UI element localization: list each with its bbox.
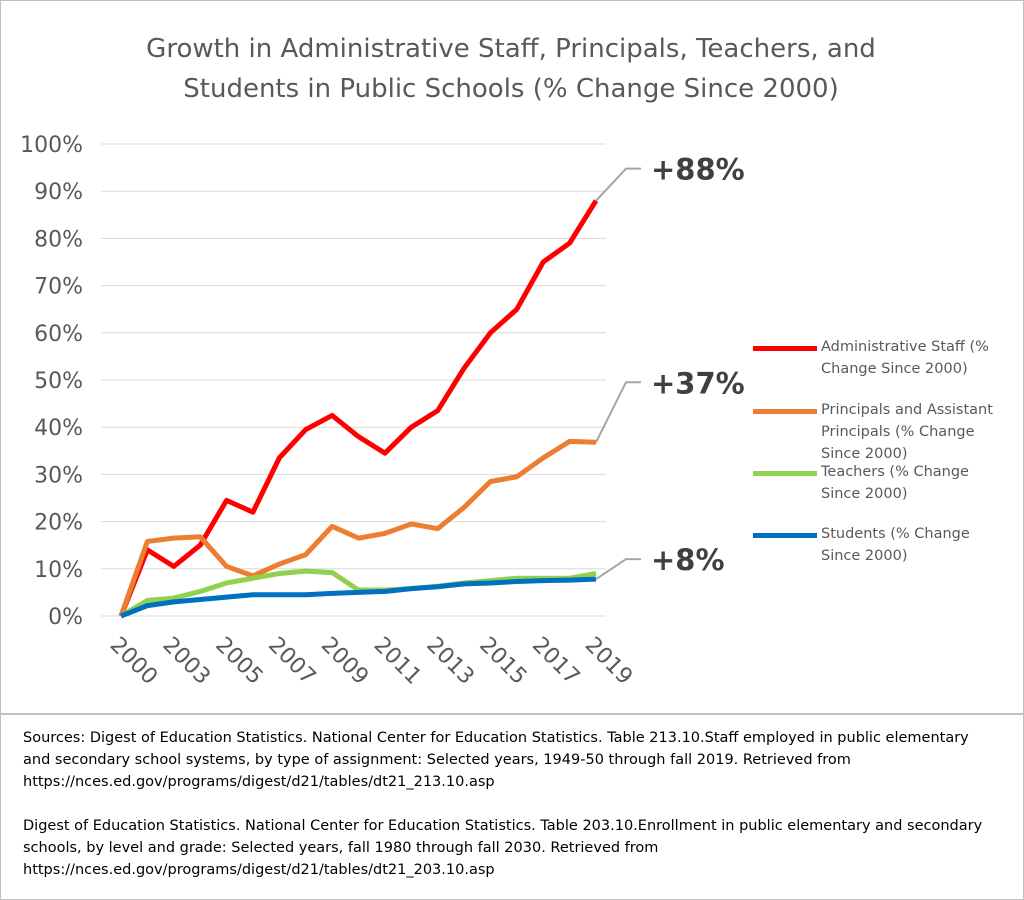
- legend-label: Students (% Change Since 2000): [821, 526, 970, 564]
- x-tick-label: 2005: [210, 633, 267, 690]
- legend-swatch: [753, 533, 817, 538]
- annotation: +37%: [651, 366, 745, 400]
- series-line: [118, 199, 599, 617]
- y-tick-label: 100%: [20, 133, 83, 158]
- legend-swatch: [753, 346, 817, 351]
- x-tick-label: 2007: [263, 633, 320, 690]
- legend-label: Principals and Assistant Principals (% C…: [821, 402, 993, 462]
- legend-label: Administrative Staff (% Change Since 200…: [821, 339, 989, 377]
- x-tick-label: 2013: [421, 633, 478, 690]
- y-tick-label: 10%: [34, 558, 83, 583]
- annotation-leader: [595, 558, 641, 581]
- legend-swatch: [753, 471, 817, 476]
- y-tick-label: 90%: [34, 180, 83, 205]
- legend-swatch: [753, 409, 817, 414]
- legend-label: Teachers (% Change Since 2000): [821, 464, 969, 502]
- y-tick-label: 20%: [34, 511, 83, 536]
- y-tick-label: 0%: [48, 605, 83, 630]
- x-tick-label: 2017: [527, 633, 584, 690]
- annotation-leader: [595, 167, 641, 202]
- chart: 0%10%20%30%40%50%60%70%80%90%100%2000200…: [20, 133, 745, 690]
- x-tick-label: 2015: [474, 633, 531, 690]
- series-line: [120, 576, 597, 619]
- y-tick-label: 50%: [34, 369, 83, 394]
- source-text: Digest of Education Statistics. National…: [23, 818, 983, 878]
- annotation-leader: [595, 381, 641, 443]
- footer: Sources: Digest of Education Statistics.…: [1, 713, 1023, 881]
- annotation: +8%: [651, 543, 725, 577]
- y-tick-label: 70%: [34, 275, 83, 300]
- y-tick-label: 80%: [34, 227, 83, 252]
- y-tick-label: 40%: [34, 416, 83, 441]
- x-tick-label: 2003: [158, 633, 215, 690]
- x-tick-label: 2011: [369, 633, 426, 690]
- chart-title: Growth in Administrative Staff, Principa…: [146, 34, 876, 104]
- annotation: +88%: [651, 153, 745, 187]
- x-tick-label: 2019: [580, 633, 637, 690]
- x-tick-label: 2009: [316, 633, 373, 690]
- source-text: Sources: Digest of Education Statistics.…: [23, 730, 969, 790]
- y-tick-label: 60%: [34, 322, 83, 347]
- series-line: [118, 438, 597, 617]
- y-tick-label: 30%: [34, 463, 83, 488]
- x-tick-label: 2000: [105, 633, 162, 690]
